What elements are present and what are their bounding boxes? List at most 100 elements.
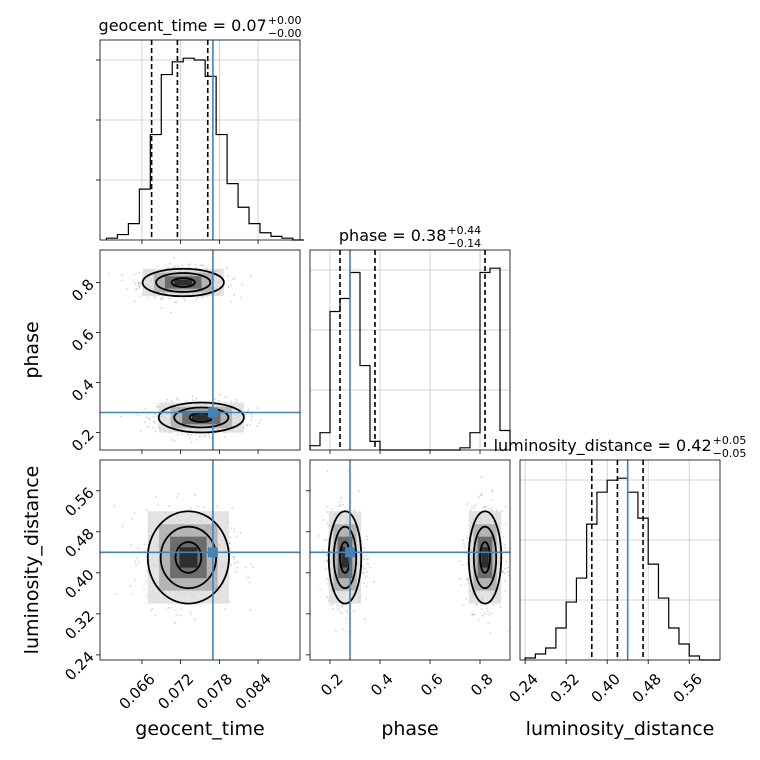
sample-point bbox=[361, 539, 363, 542]
x-tick-label: 0.8 bbox=[467, 670, 497, 700]
sample-point bbox=[229, 536, 232, 539]
sample-point bbox=[108, 272, 110, 275]
sample-point bbox=[342, 503, 345, 506]
sample-point bbox=[326, 560, 329, 563]
sample-point bbox=[223, 608, 226, 611]
luminosity_distance-marginal: 0.24 0.32 0.40 0.48 0.56 bbox=[506, 459, 721, 706]
sample-point bbox=[477, 618, 480, 621]
sample-point bbox=[129, 585, 132, 587]
sample-point bbox=[235, 536, 238, 538]
sample-point bbox=[252, 566, 255, 569]
sample-point bbox=[202, 506, 205, 509]
sample-point bbox=[177, 265, 180, 268]
sample-point bbox=[170, 311, 172, 314]
sample-point bbox=[480, 608, 483, 611]
y-tick-label: 0.6 bbox=[68, 325, 98, 355]
sample-point bbox=[466, 562, 469, 565]
x-tick-label: 0.48 bbox=[629, 670, 665, 706]
sample-point bbox=[161, 297, 164, 300]
panel-content bbox=[100, 250, 300, 450]
sample-point bbox=[341, 612, 343, 615]
sample-point bbox=[346, 508, 349, 511]
x-tick-label: 0.066 bbox=[116, 670, 159, 713]
sample-point bbox=[198, 435, 201, 438]
sample-point bbox=[196, 439, 199, 441]
sample-point bbox=[249, 275, 252, 278]
contour-line bbox=[155, 272, 212, 293]
sample-point bbox=[143, 588, 146, 591]
sample-point bbox=[488, 613, 491, 616]
sample-point bbox=[322, 519, 325, 521]
sample-point bbox=[160, 298, 163, 301]
contour-line bbox=[472, 525, 498, 590]
sample-point bbox=[482, 506, 484, 509]
sample-point bbox=[233, 527, 236, 530]
sample-point bbox=[323, 539, 325, 542]
sample-point bbox=[492, 604, 495, 606]
contour-line bbox=[170, 277, 196, 288]
sample-point bbox=[506, 570, 509, 573]
sample-point bbox=[504, 523, 507, 526]
sample-point bbox=[258, 422, 261, 425]
sample-point bbox=[216, 505, 219, 508]
sample-point bbox=[172, 265, 175, 268]
sample-point bbox=[466, 536, 468, 539]
sample-point bbox=[256, 407, 259, 409]
sample-point bbox=[506, 629, 509, 632]
sample-point bbox=[138, 282, 141, 284]
truth-marker bbox=[207, 547, 218, 558]
sample-point bbox=[233, 294, 235, 296]
sample-point bbox=[324, 568, 327, 571]
y-tick-label: 0.56 bbox=[61, 484, 97, 520]
sample-point bbox=[166, 398, 169, 401]
panel-title: phase = 0.38 +0.44−0.14 bbox=[339, 224, 481, 250]
panel-border bbox=[519, 459, 721, 661]
sample-point bbox=[475, 603, 478, 606]
sample-point bbox=[230, 284, 233, 287]
x-axis-label: geocent_time bbox=[135, 718, 264, 740]
sample-point bbox=[121, 274, 124, 276]
sample-point bbox=[487, 622, 490, 625]
sample-point bbox=[250, 419, 253, 422]
geocent_time-phase: 0.2 0.4 0.6 0.8 bbox=[68, 249, 301, 455]
sample-point bbox=[248, 581, 251, 584]
sample-point bbox=[182, 298, 185, 300]
sample-point bbox=[487, 610, 489, 613]
sample-point bbox=[167, 606, 170, 609]
contour-line bbox=[327, 510, 363, 605]
panel-title-sup: +0.05 bbox=[713, 434, 747, 447]
sample-point bbox=[504, 590, 507, 592]
sample-point bbox=[189, 437, 191, 440]
panel-title-sub: −0.05 bbox=[713, 447, 747, 460]
sample-point bbox=[480, 476, 483, 479]
sample-point bbox=[330, 603, 333, 606]
sample-point bbox=[239, 531, 242, 534]
sample-point bbox=[190, 441, 193, 444]
sample-point bbox=[204, 434, 207, 436]
sample-point bbox=[170, 606, 173, 609]
x-tick-label: 0.56 bbox=[670, 670, 706, 706]
sample-point bbox=[137, 284, 140, 287]
sample-point bbox=[193, 618, 196, 621]
sample-point bbox=[131, 593, 134, 596]
sample-point bbox=[510, 542, 512, 544]
sample-point bbox=[154, 614, 157, 617]
sample-point bbox=[364, 618, 366, 621]
sample-point bbox=[185, 399, 188, 402]
sample-point bbox=[249, 424, 251, 426]
contour-line bbox=[332, 525, 358, 590]
sample-point bbox=[125, 288, 128, 291]
x-tick-label: 0.40 bbox=[588, 670, 624, 706]
sample-point bbox=[227, 286, 230, 289]
sample-point bbox=[134, 578, 137, 581]
sample-point bbox=[206, 267, 208, 270]
sample-point bbox=[249, 608, 252, 611]
sample-point bbox=[365, 576, 367, 579]
panel-title: geocent_time = 0.07 +0.00−0.00 bbox=[99, 14, 302, 40]
sample-point bbox=[462, 604, 465, 607]
sample-point bbox=[234, 561, 237, 564]
sample-point bbox=[135, 287, 138, 290]
sample-point bbox=[214, 398, 216, 400]
sample-point bbox=[191, 399, 194, 402]
sample-point bbox=[155, 496, 157, 498]
